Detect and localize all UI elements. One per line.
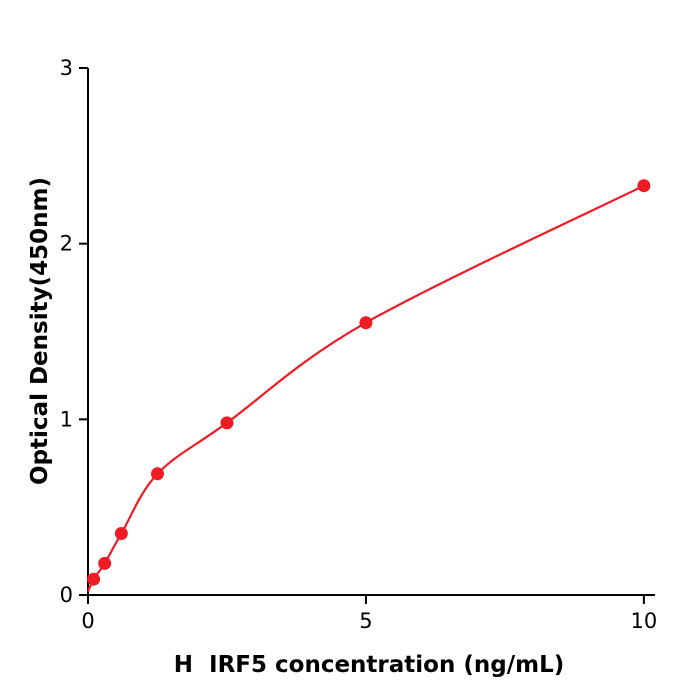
x-axis-title: H IRF5 concentration (ng/mL) — [173, 652, 565, 678]
y-tick-label: 2 — [60, 232, 73, 256]
data-point — [150, 467, 164, 481]
x-tick-label: 10 — [631, 609, 658, 633]
y-tick-label: 0 — [60, 583, 73, 607]
data-point — [114, 527, 128, 541]
data-point — [220, 416, 234, 430]
fit-curve — [86, 184, 645, 592]
y-axis-title: Optical Density(450nm) — [27, 177, 53, 485]
y-tick-label: 3 — [60, 56, 73, 80]
data-point — [98, 556, 112, 570]
x-tick-label: 0 — [81, 609, 94, 633]
data-point — [359, 316, 373, 330]
y-tick-label: 1 — [60, 407, 73, 431]
data-point — [87, 572, 101, 586]
x-tick-label: 5 — [359, 609, 372, 633]
data-point — [637, 179, 651, 193]
